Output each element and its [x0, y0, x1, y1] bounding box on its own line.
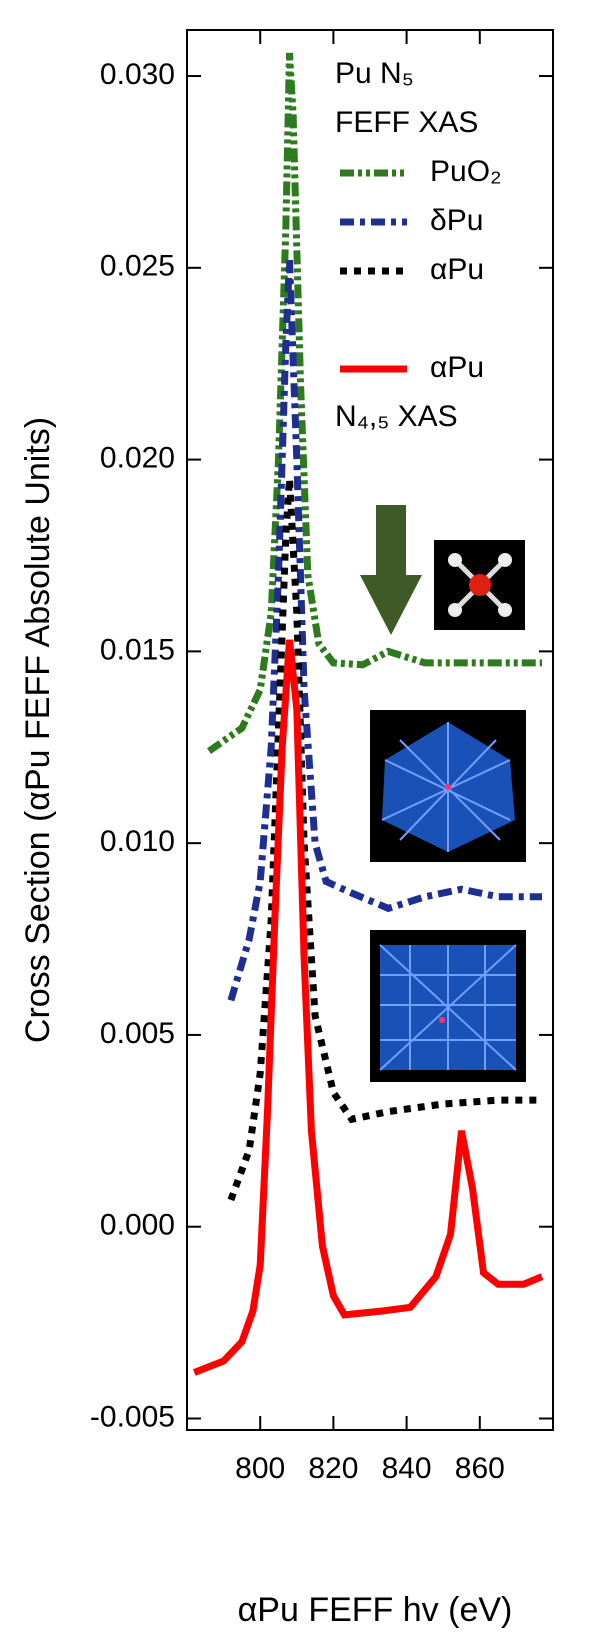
legend-heading: FEFF XAS — [335, 106, 478, 139]
x-tick-label: 820 — [308, 1452, 358, 1485]
y-tick-label: -0.005 — [90, 1400, 175, 1433]
x-tick-label: 800 — [235, 1452, 285, 1485]
delta-lattice-inset — [370, 710, 526, 862]
x-tick-label: 860 — [455, 1452, 505, 1485]
legend-heading: Pu N₅ — [335, 57, 414, 90]
y-tick-label: 0.015 — [100, 633, 175, 666]
legend-label: αPu — [430, 253, 484, 286]
series-line — [206, 52, 542, 754]
series-line — [193, 639, 544, 1376]
y-tick-label: 0.020 — [100, 442, 175, 475]
y-axis-label: Cross Section (αPu FEFF Absolute Units) — [19, 417, 57, 1043]
molecule-inset — [434, 540, 525, 630]
legend-label: δPu — [430, 204, 483, 237]
y-tick-label: 0.030 — [100, 58, 175, 91]
y-tick-label: 0.005 — [100, 1017, 175, 1050]
legend-label: αPu — [430, 351, 484, 384]
legend-annotation: N₄,₅ XAS — [335, 400, 458, 433]
alpha-lattice-inset — [370, 930, 526, 1082]
y-tick-label: 0.010 — [100, 825, 175, 858]
y-tick-label: 0.025 — [100, 250, 175, 283]
x-axis-label: αPu FEFF hv (eV) — [238, 1591, 513, 1629]
legend-label: PuO₂ — [430, 155, 502, 188]
plot-frame — [186, 29, 554, 1431]
x-tick-label: 840 — [382, 1452, 432, 1485]
y-tick-label: 0.000 — [100, 1209, 175, 1242]
arrow — [360, 505, 422, 635]
